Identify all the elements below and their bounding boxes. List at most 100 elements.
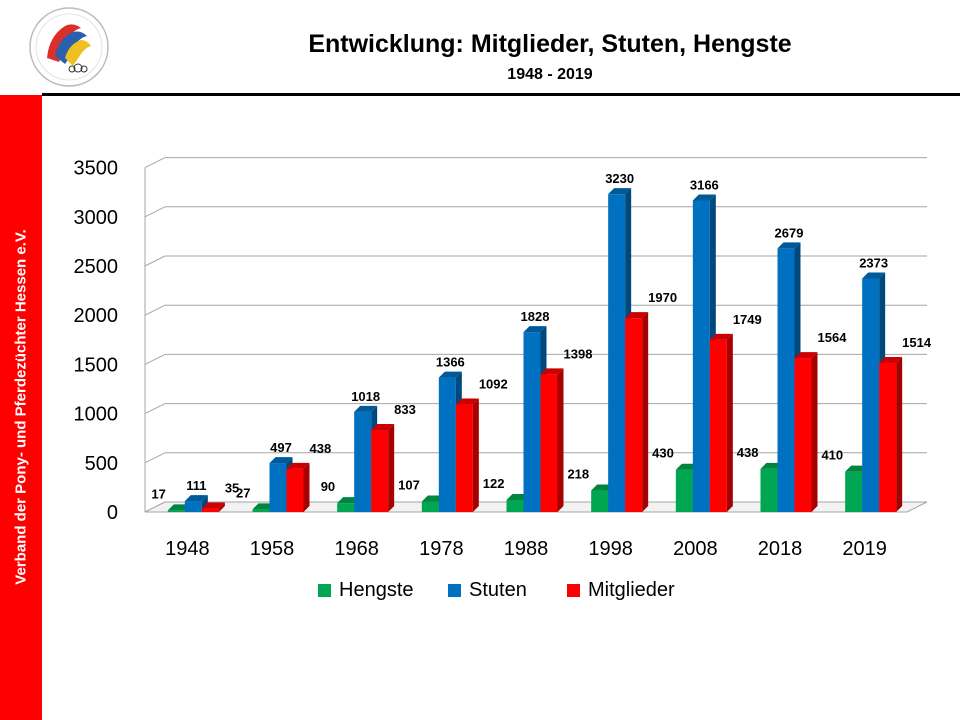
bar-hengste <box>506 499 524 512</box>
bar-top <box>455 398 479 405</box>
gridline <box>144 452 166 464</box>
gridline <box>144 304 166 316</box>
bar-top <box>794 352 818 359</box>
y-tick-label: 2500 <box>74 256 119 278</box>
bar-stuten <box>523 332 541 512</box>
gridline <box>144 353 166 365</box>
bar-top <box>777 242 801 249</box>
data-label: 122 <box>483 476 505 491</box>
x-tick-label: 2019 <box>842 538 887 560</box>
sidebar-banner <box>0 95 42 720</box>
data-label: 111 <box>186 478 206 493</box>
bar-stuten <box>269 463 287 512</box>
bar-top <box>354 405 378 412</box>
bar-top <box>269 457 293 464</box>
bar-side <box>557 368 564 512</box>
bar-mitglieder <box>794 358 812 512</box>
data-label: 1564 <box>818 330 848 345</box>
data-label: 497 <box>270 440 292 455</box>
bar-top <box>184 495 208 502</box>
data-label: 2373 <box>859 255 888 270</box>
legend-swatch <box>448 584 461 597</box>
bar-stuten <box>862 278 880 512</box>
data-label: 1018 <box>351 389 380 404</box>
x-tick-label: 1968 <box>334 538 379 560</box>
data-label: 3230 <box>605 171 634 186</box>
bar-side <box>726 333 733 512</box>
x-tick-label: 1958 <box>250 538 295 560</box>
x-tick-label: 2018 <box>758 538 803 560</box>
bar-hengste <box>337 503 355 512</box>
bar-hengste <box>421 501 439 512</box>
bar-side <box>303 462 310 512</box>
bar-top <box>286 462 310 469</box>
gridline <box>144 206 166 218</box>
logo <box>25 6 113 88</box>
data-label: 1366 <box>436 355 465 370</box>
bar-mitglieder <box>540 374 558 512</box>
bar-top <box>608 188 632 195</box>
gridline <box>144 255 166 267</box>
bar-mitglieder <box>879 363 897 512</box>
bar-side <box>642 312 649 512</box>
bar-stuten <box>184 501 202 512</box>
bar-top <box>692 194 716 201</box>
bar-mitglieder <box>625 318 643 512</box>
y-tick-label: 1000 <box>74 404 119 426</box>
bar-mitglieder <box>371 430 389 512</box>
bar-top <box>201 502 225 509</box>
bar-hengste <box>167 510 185 512</box>
data-label: 1970 <box>648 290 677 305</box>
bar-side <box>218 502 225 512</box>
data-label: 438 <box>737 445 759 460</box>
gridline <box>144 403 166 415</box>
data-label: 2679 <box>775 225 804 240</box>
bar-stuten <box>438 377 456 512</box>
data-label: 430 <box>652 446 674 461</box>
legend-swatch <box>318 584 331 597</box>
horse-head-crest-icon <box>29 7 109 87</box>
bar-side <box>388 424 395 512</box>
bar-hengste <box>760 468 778 512</box>
data-label: 1749 <box>733 312 762 327</box>
gridline <box>144 157 166 169</box>
bar-top <box>438 371 462 378</box>
bar-hengste <box>252 509 270 512</box>
bar-mitglieder <box>709 339 727 512</box>
y-tick-label: 1500 <box>74 354 119 376</box>
data-label: 833 <box>394 402 416 417</box>
bar-mitglieder <box>286 468 304 512</box>
legend-label: Hengste <box>339 579 414 601</box>
x-tick-label: 1978 <box>419 538 464 560</box>
data-label: 107 <box>398 477 420 492</box>
data-label: 35 <box>225 481 239 496</box>
page-subtitle: 1948 - 2019 <box>507 66 593 83</box>
x-tick-label: 1988 <box>504 538 549 560</box>
x-tick-label: 1998 <box>588 538 633 560</box>
data-label: 17 <box>151 486 165 501</box>
bar-hengste <box>845 471 863 512</box>
bar-hengste <box>591 490 609 512</box>
bar-top <box>709 333 733 340</box>
data-label: 1092 <box>479 377 508 392</box>
bar-stuten <box>354 411 372 512</box>
bar-top <box>862 272 886 279</box>
bar-side <box>472 398 479 512</box>
header-divider <box>42 93 960 96</box>
bar-mitglieder <box>201 508 219 512</box>
bar-top <box>625 312 649 319</box>
legend-label: Mitglieder <box>588 579 675 601</box>
y-tick-label: 0 <box>107 502 118 524</box>
data-label: 1514 <box>902 335 932 350</box>
data-label: 1828 <box>521 309 550 324</box>
bar-mitglieder <box>455 404 473 512</box>
legend-swatch <box>567 584 580 597</box>
bar-side <box>896 357 903 512</box>
y-tick-label: 2000 <box>74 305 119 327</box>
bar-top <box>371 424 395 431</box>
bar-stuten <box>692 200 710 512</box>
bar-hengste <box>675 469 693 512</box>
y-tick-label: 3000 <box>74 207 119 229</box>
data-label: 218 <box>567 467 589 482</box>
